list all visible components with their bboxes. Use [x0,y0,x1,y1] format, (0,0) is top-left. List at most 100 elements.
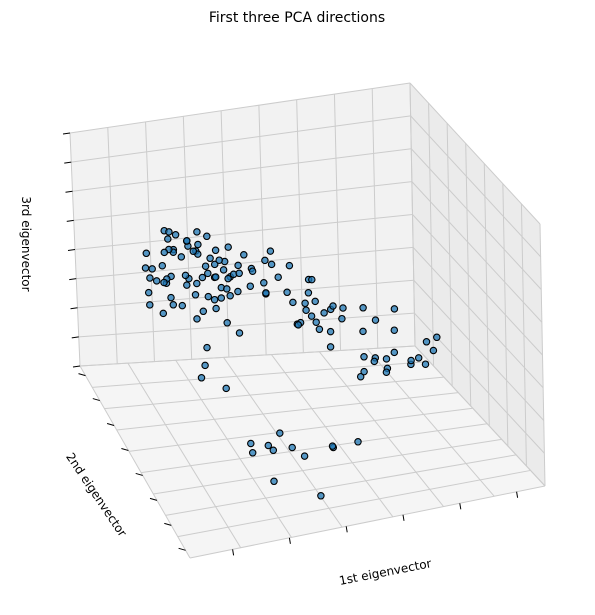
data-point [356,372,365,381]
grid-line [410,115,541,258]
x-tick [402,514,405,521]
y-tick [78,373,86,377]
data-point [329,302,337,310]
grid-line [465,143,472,407]
grid-line [175,360,292,538]
data-point [289,298,297,307]
grid-line [71,115,411,163]
grid-line [539,223,546,487]
scatter-points [141,226,441,500]
grid-line [104,376,444,410]
data-point [223,285,231,293]
data-point [390,348,399,357]
data-point [328,442,337,450]
data-point [234,287,242,296]
data-point [307,312,316,320]
x-tick [232,549,235,556]
data-point [191,291,200,299]
data-point [317,492,325,500]
data-point [210,295,219,304]
data-point [193,279,201,288]
data-point [212,304,220,313]
grid-line [79,365,191,559]
grid-line [413,279,545,421]
axis-ticks [62,132,519,556]
grid-line [409,82,541,225]
grid-line [318,351,444,507]
grid-line [412,247,544,389]
data-point [146,301,154,309]
data-point [224,274,232,283]
data-point [274,273,282,281]
z-tick [72,365,81,368]
y-axis-label: 2nd eigenvector [63,450,129,539]
grid-line [127,362,242,548]
grid-line [502,183,509,447]
data-point [198,273,207,282]
grid-line [412,214,543,356]
data-point [158,261,167,270]
data-point [235,329,244,337]
data-point [206,254,214,263]
data-point [167,293,175,302]
grid-line [74,214,413,250]
grid-line [141,423,488,474]
data-point [338,314,346,323]
data-point [235,269,243,278]
grid-line [177,469,531,538]
data-point [203,343,211,352]
data-point [390,326,399,334]
data-point [326,327,335,336]
grid-line [414,345,546,487]
grid-line [428,103,435,367]
data-point [269,446,278,455]
data-point [247,439,255,448]
grid-line [73,181,412,221]
data-point [382,368,391,376]
data-point [152,277,161,285]
data-point [141,264,150,272]
data-point [165,228,173,236]
data-point [312,318,320,326]
grid-line [76,246,414,280]
data-point [222,384,230,393]
data-point [215,256,223,264]
data-point [240,251,248,259]
data-point [199,307,208,316]
y-tick [106,423,115,427]
data-point [359,304,367,312]
x-tick [288,537,291,544]
grid-line [411,181,543,323]
data-point [429,346,438,355]
grid-line [520,203,527,467]
grid-line [409,82,416,347]
data-point [390,305,399,313]
data-point [234,261,242,270]
grid-line [165,454,517,516]
data-point [433,333,441,342]
grid-line [69,82,411,134]
data-point [359,327,367,336]
data-point [204,269,212,278]
z-tick [64,161,72,164]
data-point [177,253,186,261]
z-tick [62,132,71,135]
grid-line [446,123,453,387]
data-point [211,246,220,255]
data-point [160,278,168,287]
data-point [203,232,211,241]
x-tick [516,491,519,498]
z-axis-label: 3rd eigenvector [19,196,33,291]
data-point [183,237,191,245]
data-point [270,477,278,486]
z-tick [70,307,78,310]
data-point [160,248,169,257]
data-point [210,260,219,269]
data-point [320,309,328,317]
y-tick [121,447,129,451]
data-point [262,289,270,297]
data-point [183,281,191,289]
grid-line [189,485,546,559]
data-point [283,288,291,297]
